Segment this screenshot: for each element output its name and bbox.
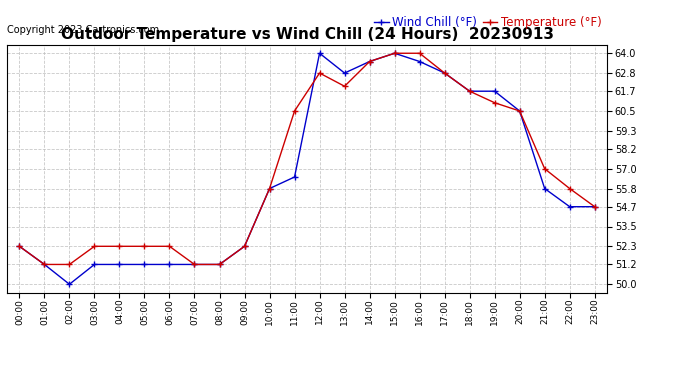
Text: Copyright 2023 Cartronics.com: Copyright 2023 Cartronics.com [7, 25, 159, 35]
Title: Outdoor Temperature vs Wind Chill (24 Hours)  20230913: Outdoor Temperature vs Wind Chill (24 Ho… [61, 27, 553, 42]
Legend: Wind Chill (°F), Temperature (°F): Wind Chill (°F), Temperature (°F) [375, 16, 601, 29]
